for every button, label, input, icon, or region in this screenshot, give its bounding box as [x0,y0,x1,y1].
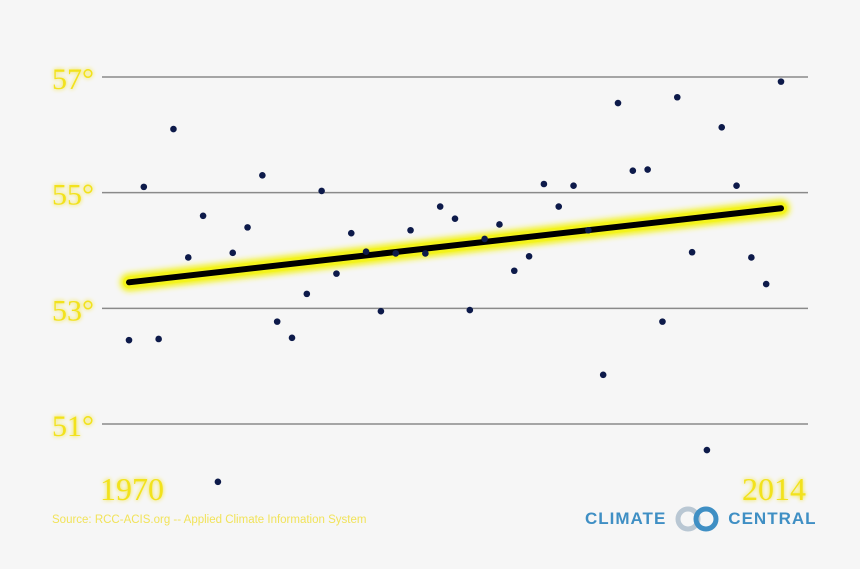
data-point-2013 [762,280,770,288]
data-point-2012 [748,254,755,261]
data-point-1988 [392,250,400,257]
data-point-1998 [540,180,548,188]
data-point-2000 [570,182,577,190]
data-point-1999 [555,203,563,210]
data-point-1995 [496,221,503,228]
data-point-2014 [777,78,785,85]
data-point-2004 [629,167,637,174]
data-point-1980 [273,318,281,325]
trend-line-group [120,199,790,292]
data-point-1982 [303,290,311,298]
data-point-2010 [718,124,726,131]
data-point-2005 [644,166,651,173]
data-point-1972 [155,335,162,343]
data-point-1997 [525,252,533,260]
y-tick-label-55: 55° [52,179,94,212]
data-point-1970 [125,336,133,344]
data-point-1973 [170,125,177,133]
data-point-1991 [436,203,444,210]
data-point-1971 [140,183,148,191]
data-point-1984 [333,270,340,277]
data-point-1992 [451,215,459,222]
data-point-1976 [214,478,222,486]
data-point-1996 [510,267,518,275]
data-point-1974 [184,254,192,261]
logo-text-left: CLIMATE [585,509,667,528]
data-point-1987 [377,307,385,315]
logo-rings-icon [675,506,719,532]
y-tick-label-53: 53° [52,294,94,327]
data-point-1993 [466,306,474,314]
data-point-2002 [599,371,607,379]
logo-text-right: CENTRAL [728,509,817,528]
data-point-1983 [318,187,325,195]
data-point-1981 [288,334,296,342]
data-point-2011 [733,182,740,190]
data-point-2006 [659,318,666,325]
x-tick-label-end: 2014 [742,471,806,507]
data-point-1975 [199,212,207,220]
gridlines [102,76,808,425]
data-point-1979 [259,172,266,179]
data-point-1989 [407,226,414,234]
data-point-1994 [481,235,488,243]
data-point-1990 [422,250,429,257]
data-point-1978 [244,224,251,231]
data-point-1977 [229,249,237,257]
source-note: Source: RCC-ACIS.org -- Applied Climate … [52,514,367,526]
data-point-2009 [703,446,711,454]
data-point-1986 [362,248,370,255]
trend-line [126,205,784,286]
data-point-2007 [673,93,681,101]
y-tick-label-57: 57° [52,63,94,96]
data-point-2003 [614,99,622,107]
y-axis-labels: 51° 53° 55° 57° [52,63,94,443]
data-point-1985 [347,229,355,237]
data-points [125,78,785,486]
data-point-2001 [585,226,592,234]
y-tick-label-51: 51° [52,410,94,443]
x-tick-label-start: 1970 [100,471,164,507]
data-point-2008 [688,248,696,256]
climate-central-logo: CLIMATE CENTRAL [585,505,817,533]
